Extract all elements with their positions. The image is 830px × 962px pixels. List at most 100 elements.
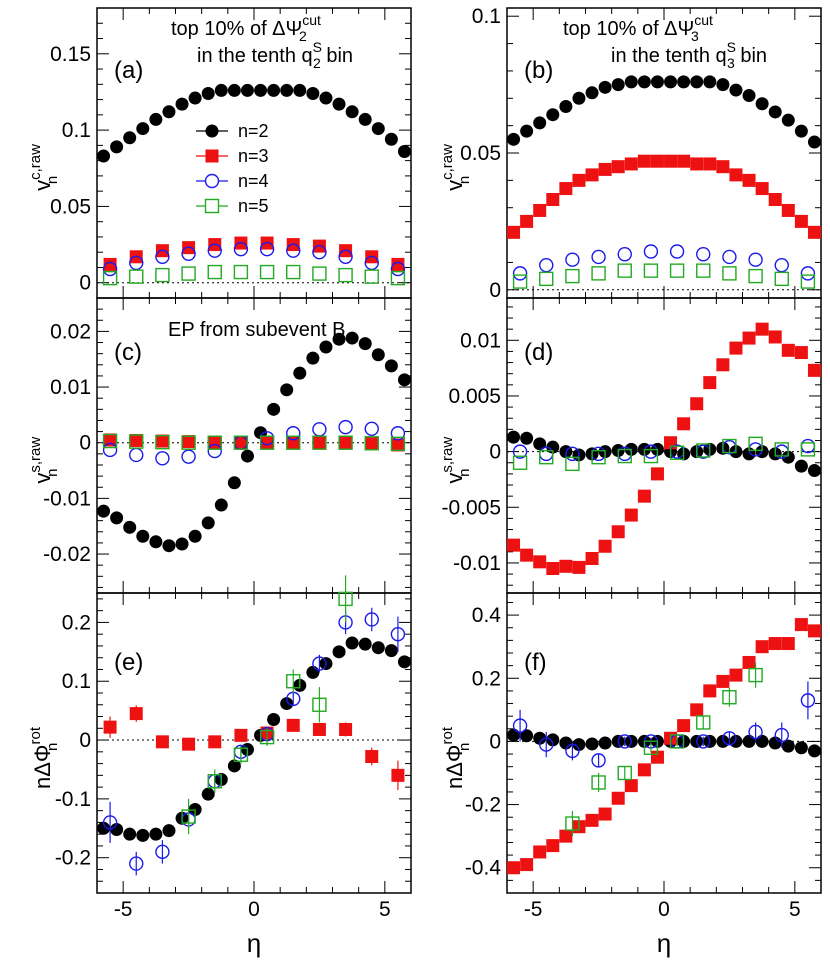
data-point: [742, 655, 756, 669]
data-point: [507, 132, 521, 146]
panel-a-annotation-line1: top 10% of ΔΨcut 2: [171, 12, 321, 44]
data-point: [364, 421, 379, 437]
data-point: [591, 449, 606, 465]
data-point: [507, 861, 521, 875]
data-point: [390, 436, 406, 452]
panel-a-anno-l2-sup: S: [313, 39, 322, 55]
data-point: [794, 124, 808, 138]
data-point: [716, 160, 730, 174]
data-point: [364, 255, 379, 271]
data-point: [617, 765, 632, 781]
data-point: [181, 266, 196, 281]
data-point: [643, 263, 659, 278]
data-point: [214, 498, 228, 512]
data-point: [585, 551, 599, 565]
data-point: [286, 426, 301, 441]
data-point: [781, 739, 795, 753]
data-point: [312, 436, 326, 450]
data-point: [233, 435, 249, 450]
data-point: [240, 83, 254, 97]
data-point: [617, 734, 632, 749]
data-point: [669, 263, 685, 278]
y-tick-label: 0.01: [50, 376, 91, 399]
data-point: [703, 157, 717, 171]
legend-n4-label: n=4: [238, 171, 269, 191]
panel-a-label: (a): [114, 57, 143, 84]
series-n3: [103, 705, 405, 791]
data-point: [696, 247, 711, 262]
data-point: [722, 438, 737, 454]
data-point: [293, 366, 307, 380]
x-tick-label: 5: [789, 898, 801, 921]
data-point: [512, 266, 528, 281]
data-point: [559, 182, 573, 196]
y-tick-label: -0.01: [453, 552, 501, 575]
data-point: [637, 75, 651, 89]
y-tick-label: 0.05: [460, 142, 501, 165]
data-point: [512, 274, 528, 289]
data-point: [781, 637, 795, 651]
data-point: [807, 464, 821, 478]
series-n2: [507, 430, 821, 478]
panel-a-anno-l2-end: bin: [321, 45, 353, 67]
data-point: [546, 733, 560, 747]
data-point: [716, 674, 730, 688]
data-point: [162, 824, 176, 838]
data-point: [650, 467, 664, 481]
data-point: [358, 337, 372, 351]
data-point: [539, 257, 554, 273]
data-point: [729, 83, 743, 97]
y-tick-label: -0.4: [465, 857, 502, 880]
legend-n2-label: n=2: [238, 121, 269, 141]
data-point: [286, 264, 301, 280]
data-point: [280, 83, 294, 97]
data-point: [162, 105, 176, 119]
panel-f-label: (f): [524, 649, 547, 676]
data-point: [729, 668, 743, 682]
data-point: [585, 86, 599, 100]
data-point: [611, 160, 625, 174]
data-point: [312, 245, 327, 260]
data-point: [677, 719, 691, 733]
data-point: [175, 537, 189, 551]
y-tick-label: 0.01: [460, 329, 501, 352]
panel-b-marks: [506, 8, 822, 298]
legend-n2-marker: [205, 124, 219, 138]
panel-c: (c) EP from subevent B: [96, 297, 412, 594]
data-point: [312, 422, 327, 437]
data-point: [110, 822, 124, 836]
data-point: [233, 264, 249, 280]
data-point: [696, 263, 711, 278]
data-point: [181, 809, 196, 824]
data-point: [624, 75, 638, 89]
series-n5: [512, 263, 816, 289]
data-point: [696, 443, 711, 458]
data-point: [559, 829, 573, 843]
data-point: [794, 459, 808, 473]
data-point: [669, 445, 685, 460]
panel-a: (a) top 10% of ΔΨcut 2 in the tenth qS 2 b…: [96, 7, 412, 299]
panel-b-anno-l2-end: bin: [735, 45, 767, 67]
data-point: [240, 449, 254, 463]
data-point: [208, 735, 222, 749]
data-point: [181, 246, 196, 261]
legend-n5-marker: [204, 198, 220, 214]
y-axis-title: vc,rawn: [439, 144, 473, 191]
data-point: [103, 433, 117, 447]
panel-b-anno-l1-text: top 10% of ΔΨ: [563, 18, 694, 40]
y-tick-label: 0: [79, 272, 91, 295]
data-point: [768, 105, 782, 119]
data-point: [533, 555, 547, 569]
data-point: [716, 358, 730, 372]
data-point: [800, 442, 816, 457]
data-point: [539, 271, 554, 287]
y-tick-label: -0.02: [43, 543, 91, 566]
panel-b-anno-l2-text: in the tenth q: [611, 45, 727, 67]
data-point: [677, 75, 691, 89]
data-point: [520, 431, 534, 445]
panel-b: (b) top 10% of ΔΨcut 3 in the tenth qS 3 b…: [506, 7, 822, 299]
data-point: [155, 451, 170, 466]
data-point: [768, 193, 782, 207]
panel-d: (d): [506, 297, 822, 594]
data-point: [280, 697, 294, 711]
